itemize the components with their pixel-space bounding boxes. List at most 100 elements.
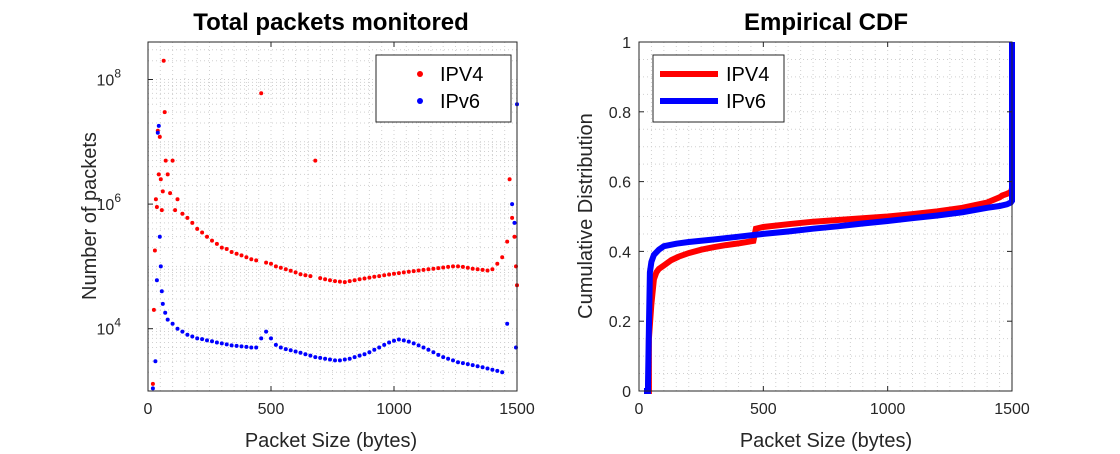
data-point xyxy=(185,332,190,337)
right-chart-plot: 0 500 1000 1500 0 0.2 0.4 0.6 0.8 1 IPV4 IPv6 xyxy=(609,35,1030,418)
data-point xyxy=(244,344,249,349)
data-point xyxy=(406,269,411,274)
data-point xyxy=(323,356,328,361)
data-point xyxy=(214,340,219,345)
data-point xyxy=(224,342,229,347)
data-point xyxy=(273,264,278,269)
data-point xyxy=(382,273,387,278)
data-point xyxy=(382,342,387,347)
data-point xyxy=(158,177,163,182)
data-point xyxy=(229,250,234,254)
data-point xyxy=(160,189,165,194)
data-point xyxy=(460,361,465,366)
data-point xyxy=(283,267,288,272)
legend-label: IPV4 xyxy=(726,64,769,86)
data-point xyxy=(367,350,372,355)
data-point xyxy=(406,339,411,344)
data-point xyxy=(298,350,303,355)
data-point xyxy=(456,360,460,365)
data-point xyxy=(362,352,367,357)
data-point xyxy=(337,279,342,284)
legend-label: IPv6 xyxy=(726,91,766,113)
data-point xyxy=(352,355,357,360)
series-IPv6 xyxy=(150,102,519,391)
legend: IPV4 IPv6 xyxy=(375,54,512,123)
data-point xyxy=(293,349,298,354)
data-point xyxy=(342,357,347,362)
series-IPV4 xyxy=(150,58,519,386)
left-chart-ylabel: Number of packets xyxy=(79,132,101,300)
data-point xyxy=(421,267,426,272)
data-point xyxy=(416,268,421,273)
data-point xyxy=(485,366,490,371)
data-point xyxy=(173,208,178,213)
data-point xyxy=(156,172,161,177)
data-point xyxy=(470,363,475,368)
data-point xyxy=(490,267,495,272)
data-point xyxy=(159,208,164,213)
data-point xyxy=(387,272,392,277)
x-tick-label: 1500 xyxy=(994,401,1030,418)
data-point xyxy=(163,310,168,315)
left-chart-xlabel: Packet Size (bytes) xyxy=(245,430,417,452)
data-point xyxy=(264,329,269,334)
data-point xyxy=(308,274,313,279)
data-point xyxy=(205,234,209,239)
data-point xyxy=(367,275,372,280)
data-point xyxy=(436,352,441,357)
data-point xyxy=(165,172,170,177)
data-point xyxy=(151,307,156,312)
data-point xyxy=(426,267,431,272)
data-point xyxy=(451,358,455,363)
data-point xyxy=(264,260,269,265)
data-point xyxy=(441,355,446,360)
y-tick-label: 0.8 xyxy=(609,105,631,122)
data-point xyxy=(259,91,264,96)
legend-label: IPv6 xyxy=(440,91,480,113)
y-tick-label: 0.4 xyxy=(609,244,631,261)
data-point xyxy=(157,134,162,139)
data-point xyxy=(495,261,500,266)
data-point xyxy=(195,336,200,341)
y-tick-label: 0.2 xyxy=(609,314,631,331)
data-point xyxy=(377,345,382,350)
data-point xyxy=(158,264,163,269)
data-point xyxy=(441,265,446,270)
data-point xyxy=(396,337,401,342)
data-point xyxy=(512,220,517,225)
data-point xyxy=(152,248,157,253)
y-tick-label: 0 xyxy=(622,384,631,401)
y-tick-label: 104 xyxy=(97,316,122,339)
data-point xyxy=(308,353,313,358)
data-point xyxy=(362,276,367,281)
data-point xyxy=(352,278,357,283)
data-point xyxy=(234,343,239,348)
series-line-IPV4 xyxy=(644,42,1015,394)
data-point xyxy=(234,251,239,256)
data-point xyxy=(333,358,337,363)
x-tick-label: 1000 xyxy=(376,401,412,418)
data-point xyxy=(465,265,470,270)
data-point xyxy=(210,339,214,344)
left-chart-title: Total packets monitored xyxy=(193,9,469,36)
data-point xyxy=(328,278,332,283)
data-point xyxy=(401,338,406,343)
data-point xyxy=(293,270,298,275)
data-point xyxy=(160,301,165,306)
data-point xyxy=(333,279,337,284)
data-point xyxy=(347,279,352,284)
data-point xyxy=(239,344,244,349)
x-tick-label: 1500 xyxy=(499,401,535,418)
right-chart-ylabel: Cumulative Distribution xyxy=(575,113,597,319)
data-point xyxy=(342,280,347,285)
data-point xyxy=(153,197,158,202)
data-point xyxy=(416,343,421,348)
legend-box xyxy=(375,54,512,123)
data-point xyxy=(431,350,436,355)
data-point xyxy=(480,365,485,370)
data-point xyxy=(224,247,229,251)
data-point xyxy=(446,356,451,361)
data-point xyxy=(510,202,515,207)
